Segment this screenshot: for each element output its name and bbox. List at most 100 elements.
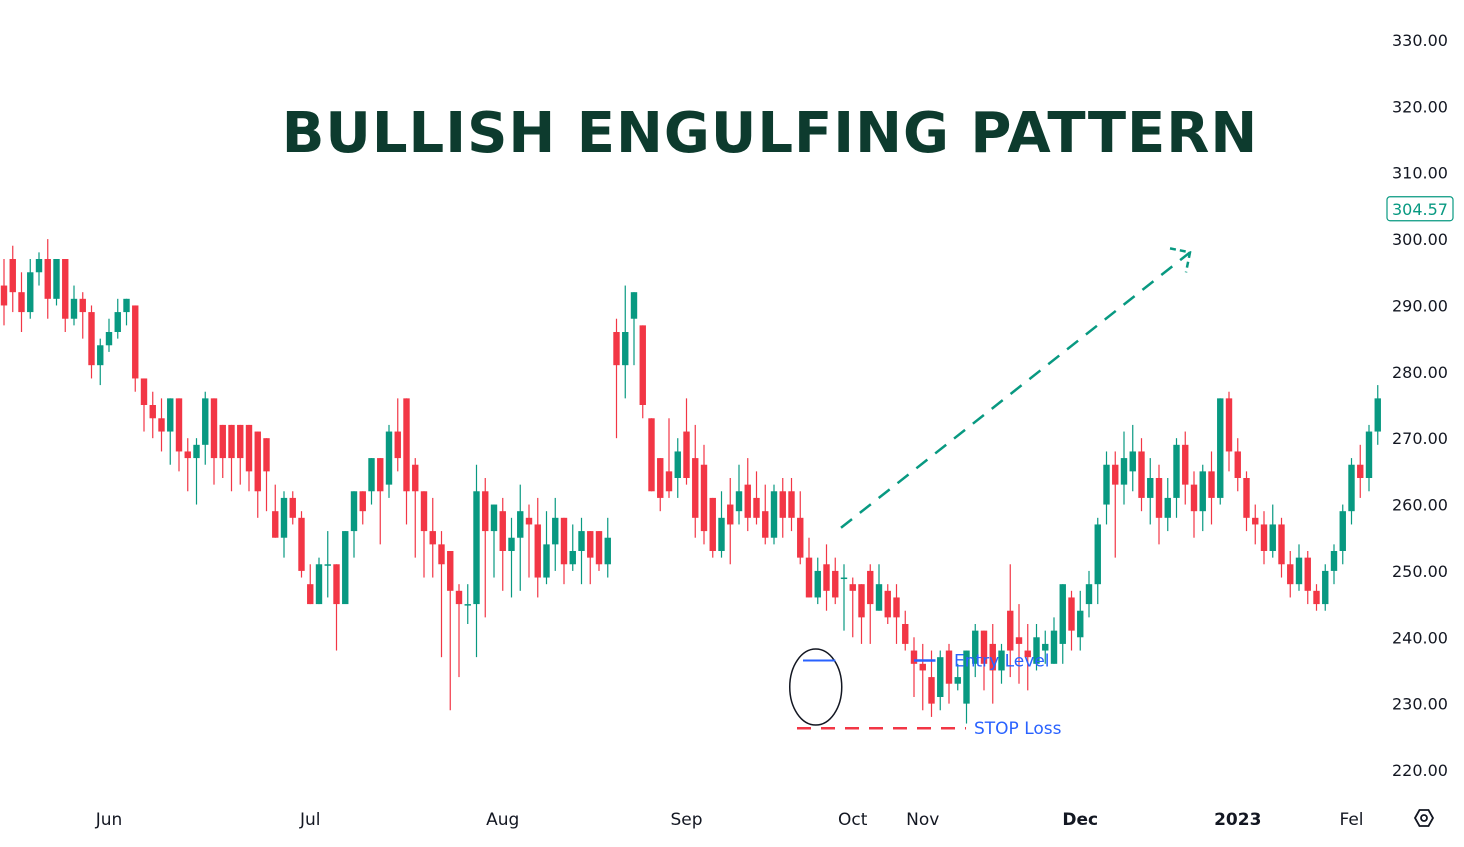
candle [280,491,288,558]
candle-body [438,544,445,565]
candle-body [447,551,454,591]
candle [595,531,603,571]
price-tag-box [1386,196,1454,222]
candle-body [359,491,366,512]
candle-body [280,497,288,538]
y-tick-label: 300.00 [1392,230,1448,249]
candle [840,564,848,631]
candle [1278,517,1285,578]
candle [368,458,375,505]
candle [587,531,594,585]
candle [394,398,401,472]
trend-arrow-line [840,251,1191,529]
candle-body [158,418,165,432]
y-axis[interactable]: 330.00 320.00 310.00 300.00 290.00 280.00 270.… [1392,31,1448,780]
candle [1365,424,1373,492]
candles-layer [0,239,1381,724]
candle [272,484,279,538]
candle-body [823,564,830,591]
candle [1225,391,1233,472]
candle [1322,564,1329,611]
candle [1077,590,1084,651]
candle [254,431,261,518]
candle-body [1234,451,1241,478]
candle [543,511,550,585]
candle-body [1357,464,1364,478]
candle-body [342,531,349,605]
candle [832,557,839,605]
candle [1164,478,1171,532]
candle-body [123,298,130,313]
candle [1374,385,1381,445]
candle-body [517,511,524,538]
candle [158,398,165,452]
candle-body [639,325,646,405]
candle-body [1024,650,1031,658]
candle-body [849,584,856,591]
candle-body [35,259,43,273]
candle-body [902,624,909,644]
candle-body [893,597,900,618]
candle [875,564,883,611]
candle [622,285,629,399]
candle-body [1155,478,1163,518]
candle [1313,584,1320,611]
candle-body [1015,637,1023,644]
candle [342,531,349,605]
candle [1007,564,1014,678]
candle-body [1190,484,1198,512]
candle [237,424,244,485]
candle [464,584,471,624]
candle [858,584,865,644]
candle-body [167,398,174,432]
candle [1033,624,1040,671]
candle [1138,438,1145,512]
candle [867,564,874,644]
candle [429,497,436,578]
candle-body [1278,524,1285,565]
x-tick-label: Dec [1062,810,1098,830]
candle [517,484,524,591]
candle [692,424,699,538]
y-tick-label: 230.00 [1392,695,1448,714]
candle-body [228,424,235,459]
candle [359,491,366,525]
candle-body [648,418,655,492]
candle [1059,584,1066,664]
candle [1234,438,1241,492]
candle [718,491,725,558]
settings-icon[interactable] [1413,809,1435,827]
x-tick-label: 2023 [1214,810,1261,830]
candle-body [595,531,603,565]
candle [79,292,86,339]
candle-body [665,471,673,492]
x-tick-label: Jun [95,810,123,830]
candle-body [1120,458,1128,485]
candle [167,398,174,465]
candle-body [1374,398,1381,432]
candle [482,478,489,618]
candle-body [0,285,8,306]
candle-body [1269,524,1276,551]
candle-body [455,590,463,605]
candle [910,637,918,697]
candle [1173,438,1180,518]
candle-body [779,491,786,518]
candle-body [307,584,314,605]
candle-body [490,504,498,532]
candle [1339,504,1346,565]
candle [473,464,480,658]
candle [219,424,226,478]
candle [53,259,60,306]
candle-body [727,504,734,525]
candle [193,438,200,505]
x-axis[interactable]: Jun Jul Aug Sep Oct Nov Dec 2023 Fel [95,810,1364,830]
candle [639,325,646,419]
candle-body [560,517,568,565]
candle [1155,464,1163,545]
candle [1348,458,1355,525]
candle-body [429,531,436,545]
candle [184,438,191,492]
candle [1260,511,1268,565]
trend-arrow-head [1169,247,1192,273]
